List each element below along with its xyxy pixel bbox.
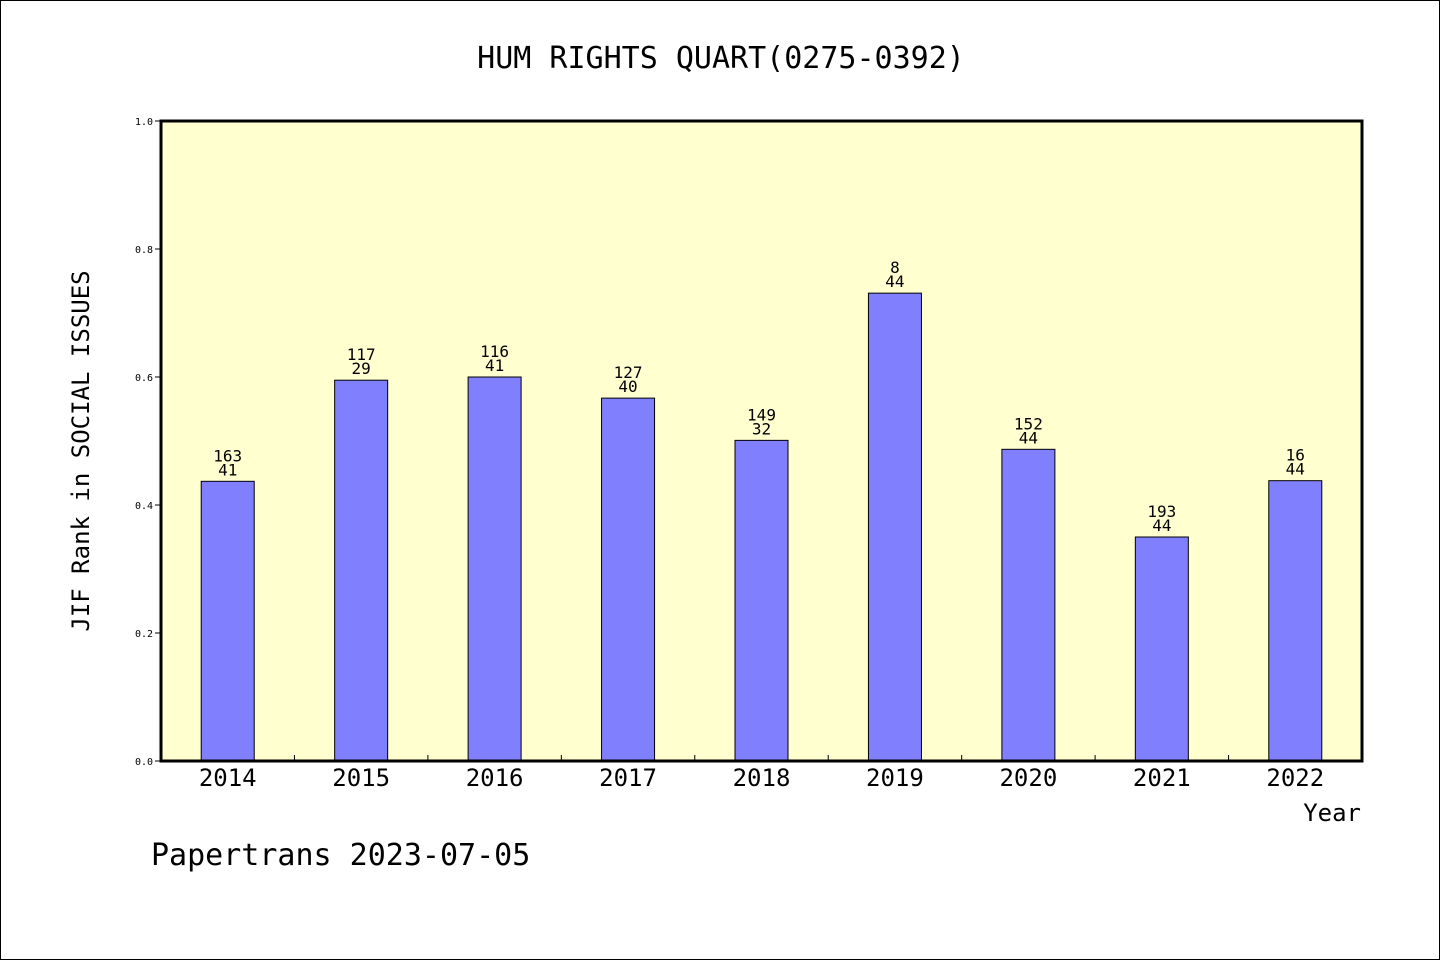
count-label: 44 — [1286, 460, 1305, 479]
x-tick-label: 2022 — [1266, 764, 1324, 792]
count-label: 44 — [885, 272, 904, 291]
bar — [1268, 480, 1323, 762]
rank-label: 149 — [747, 405, 776, 424]
y-axis-title: JIF Rank in SOCIAL ISSUES — [67, 270, 95, 631]
y-tick-label: 0.8 — [135, 245, 153, 256]
plot-border — [159, 119, 1364, 763]
count-label: 32 — [752, 419, 771, 438]
y-tick-label: 0.0 — [135, 757, 153, 768]
x-tick-label: 2017 — [599, 764, 657, 792]
rank-label: 8 — [890, 258, 900, 277]
x-axis-title: Year — [1303, 799, 1361, 827]
y-tick-label: 0.4 — [135, 501, 153, 512]
x-tick-label: 2019 — [866, 764, 924, 792]
bars-group — [200, 292, 1323, 762]
bar — [601, 397, 656, 762]
x-tick-label: 2018 — [733, 764, 791, 792]
bar — [334, 379, 389, 762]
rank-label: 116 — [480, 342, 509, 361]
bar — [734, 439, 789, 762]
bar — [867, 292, 922, 762]
x-tick-label: 2016 — [466, 764, 524, 792]
y-axis: 0.0 0.2 0.4 0.6 0.8 1.0 — [135, 117, 161, 768]
x-tick-label: 2015 — [332, 764, 390, 792]
rank-label: 117 — [347, 345, 376, 364]
bar — [200, 480, 255, 762]
x-tick-label: 2021 — [1133, 764, 1191, 792]
rank-label: 152 — [1014, 414, 1043, 433]
count-label: 40 — [618, 377, 637, 396]
x-tick-label: 2014 — [199, 764, 257, 792]
y-tick-label: 0.2 — [135, 629, 153, 640]
footer-credit: Papertrans 2023-07-05 — [151, 838, 530, 873]
y-tick-label: 0.6 — [135, 373, 153, 384]
rank-label: 16 — [1286, 446, 1305, 465]
rank-label: 193 — [1147, 502, 1176, 521]
count-label: 29 — [352, 359, 371, 378]
bar — [1134, 536, 1189, 762]
rank-label: 163 — [213, 446, 242, 465]
count-label: 44 — [1019, 428, 1038, 447]
rank-label: 127 — [614, 363, 643, 382]
bar — [467, 376, 522, 762]
count-label: 44 — [1152, 516, 1171, 535]
bar — [1001, 448, 1056, 762]
count-label: 41 — [218, 460, 237, 479]
x-tick-label: 2020 — [999, 764, 1057, 792]
chart-title: HUM RIGHTS QUART(0275-0392) — [477, 41, 965, 76]
count-label: 41 — [485, 356, 504, 375]
x-axis: 2014 2015 2016 2017 2018 2019 2020 2021 2022 — [199, 755, 1324, 792]
y-tick-label: 1.0 — [135, 117, 153, 128]
